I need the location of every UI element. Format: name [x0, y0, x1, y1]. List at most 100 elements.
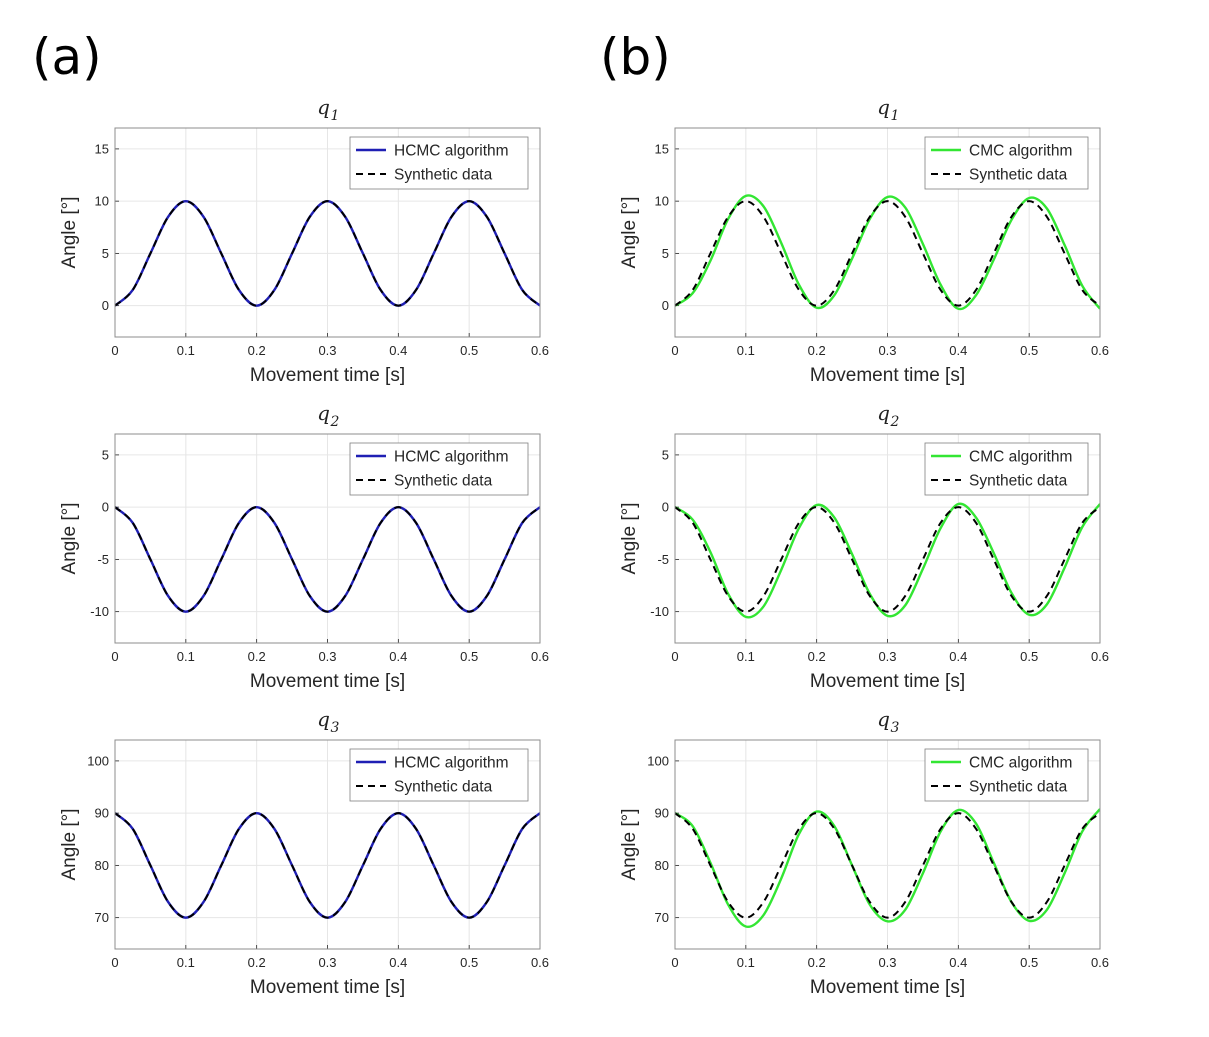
chart-a-q2-axes-box [114, 433, 541, 644]
chart-a-q3-ytick-label-2: 90 [95, 806, 109, 821]
chart-a-q1-xtick-label-0: 0 [111, 343, 118, 358]
chart-b-q1-legend: CMC algorithm Synthetic data [924, 136, 1089, 190]
chart-a-q2-ylabel: Angle [°] [59, 502, 80, 574]
chart-b-q3-ytick-label-3: 100 [647, 753, 669, 768]
chart-b-q3-legend-box [924, 748, 1089, 802]
chart-a-q2-title-subscript: 2 [330, 414, 340, 430]
chart-b-q2: 0 0.1 0.2 0.3 0.4 0.5 0.6 -10 -5 0 5 q 2 Movement tim… [619, 401, 1109, 692]
chart-b-q2-legend: CMC algorithm Synthetic data [924, 442, 1089, 496]
chart-b-q3-xtick-label-5: 0.5 [1020, 955, 1038, 970]
chart-a-q1-axes-box [114, 127, 541, 338]
chart-a-q2-xtick-label-1: 0.1 [177, 649, 195, 664]
chart-b-q3-xtick-label-2: 0.2 [808, 955, 826, 970]
chart-b-q3-ytick-label-0: 70 [655, 910, 669, 925]
chart-a-q1-series-synthetic-data [115, 200, 540, 307]
chart-a-q3-xlabel: Movement time [s] [250, 977, 405, 998]
chart-b-q1-series-cmc-algorithm [675, 194, 1100, 311]
chart-a-q1-ytick-label-3: 15 [95, 141, 109, 156]
chart-b-q1-axes-box [674, 127, 1101, 338]
chart-b-q1-legend-label-cmc-algorithm: CMC algorithm [969, 143, 1072, 160]
chart-a-q3-ytick-label-3: 100 [87, 753, 109, 768]
chart-a-q1-xtick-label-1: 0.1 [177, 343, 195, 358]
chart-a-q2-xtick-label-6: 0.6 [531, 649, 549, 664]
chart-b-q1-xtick-label-0: 0 [671, 343, 678, 358]
chart-b-q2-ytick-label-3: 5 [662, 447, 669, 462]
chart-a-q3-legend-label-synthetic-data: Synthetic data [394, 779, 493, 796]
chart-b-q1-ytick-label-2: 10 [655, 194, 669, 209]
chart-b-q1-ylabel: Angle [°] [619, 196, 640, 268]
chart-a-q1-xtick-label-3: 0.3 [318, 343, 336, 358]
chart-a-q3-ytick-label-1: 80 [95, 858, 109, 873]
chart-a-q2-xtick-label-2: 0.2 [248, 649, 266, 664]
chart-a-q2-ytick-label-3: 5 [102, 447, 109, 462]
chart-b-q3-legend: CMC algorithm Synthetic data [924, 748, 1089, 802]
chart-b-q1-ytick-label-0: 0 [662, 298, 669, 313]
chart-b-q3-xtick-label-1: 0.1 [737, 955, 755, 970]
chart-a-q2-xtick-label-0: 0 [111, 649, 118, 664]
chart-b-q3-title-subscript: 3 [891, 720, 900, 736]
chart-b-q1-xtick-label-5: 0.5 [1020, 343, 1038, 358]
chart-a-q3-xtick-label-0: 0 [111, 955, 118, 970]
chart-b-q1: 0 0.1 0.2 0.3 0.4 0.5 0.6 0 5 10 15 q 1 Movement time… [619, 95, 1109, 386]
chart-a-q2-series-synthetic-data [115, 506, 540, 613]
chart-b-q2-legend-label-cmc-algorithm: CMC algorithm [969, 449, 1072, 466]
chart-b-q2-ytick-label-2: 0 [662, 500, 669, 515]
chart-a-q2: 0 0.1 0.2 0.3 0.4 0.5 0.6 -10 -5 0 5 q 2 Movement tim… [59, 401, 549, 692]
chart-a-q2-legend: HCMC algorithm Synthetic data [349, 442, 529, 496]
chart-b-q1-xlabel: Movement time [s] [810, 365, 965, 386]
chart-b-q1-series-synthetic-data [675, 200, 1100, 307]
chart-b-q1-title: q [877, 95, 890, 119]
chart-a-q3-ytick-label-0: 70 [95, 910, 109, 925]
chart-a-q3-xtick-label-4: 0.4 [389, 955, 407, 970]
chart-b-q1-legend-box [924, 136, 1089, 190]
chart-b-q1-xtick-label-2: 0.2 [808, 343, 826, 358]
chart-a-q1-ytick-label-0: 0 [102, 298, 109, 313]
chart-b-q1-xtick-label-4: 0.4 [949, 343, 967, 358]
chart-a-q1-ytick-label-1: 5 [102, 246, 109, 261]
chart-b-q1-title-subscript: 1 [891, 108, 900, 124]
chart-a-q3-title-subscript: 3 [331, 720, 340, 736]
chart-b-q2-xtick-label-0: 0 [671, 649, 678, 664]
chart-a-q2-xtick-label-3: 0.3 [318, 649, 336, 664]
chart-a-q3-legend-label-hcmc-algorithm: HCMC algorithm [394, 755, 509, 772]
chart-b-q2-ytick-label-0: -10 [650, 604, 669, 619]
chart-b-q2-xtick-label-4: 0.4 [949, 649, 967, 664]
chart-b-q2-xtick-label-1: 0.1 [737, 649, 755, 664]
chart-b-q2-title-subscript: 2 [890, 414, 900, 430]
chart-b-q3-legend-label-synthetic-data: Synthetic data [969, 779, 1068, 796]
chart-b-q3-series-synthetic-data [675, 812, 1100, 919]
chart-a-q3-xtick-label-3: 0.3 [318, 955, 336, 970]
panel-label-a: (a) [32, 28, 102, 86]
chart-b-q3-ytick-label-1: 80 [655, 858, 669, 873]
chart-b-q3-series-cmc-algorithm [675, 808, 1100, 929]
panel-label-b: (b) [600, 28, 671, 86]
chart-a-q1-title-subscript: 1 [331, 108, 340, 124]
chart-a-q2-xtick-label-5: 0.5 [460, 649, 478, 664]
chart-a-q2-ytick-label-2: 0 [102, 500, 109, 515]
chart-a-q3-legend-box [349, 748, 529, 802]
chart-b-q2-legend-label-synthetic-data: Synthetic data [969, 473, 1068, 490]
chart-a-q2-title: q [317, 401, 330, 425]
chart-a-q3-axes-box [114, 739, 541, 950]
chart-b-q2-series-cmc-algorithm [675, 502, 1100, 619]
chart-b-q2-xtick-label-6: 0.6 [1091, 649, 1109, 664]
chart-a-q3-xtick-label-2: 0.2 [248, 955, 266, 970]
chart-a-q1-xtick-label-5: 0.5 [460, 343, 478, 358]
chart-a-q1-legend-box [349, 136, 529, 190]
chart-b-q1-xtick-label-6: 0.6 [1091, 343, 1109, 358]
chart-b-q2-ylabel: Angle [°] [619, 502, 640, 574]
chart-b-q1-xtick-label-1: 0.1 [737, 343, 755, 358]
chart-a-q1-ylabel: Angle [°] [59, 196, 80, 268]
chart-b-q3-legend-label-cmc-algorithm: CMC algorithm [969, 755, 1072, 772]
chart-b-q1-xtick-label-3: 0.3 [878, 343, 896, 358]
chart-a-q2-legend-label-synthetic-data: Synthetic data [394, 473, 493, 490]
chart-a-q1: 0 0.1 0.2 0.3 0.4 0.5 0.6 0 5 10 15 q 1 Movement time… [59, 95, 549, 386]
chart-b-q3-title: q [877, 707, 890, 731]
chart-a-q2-legend-label-hcmc-algorithm: HCMC algorithm [394, 449, 509, 466]
chart-b-q3-xtick-label-4: 0.4 [949, 955, 967, 970]
chart-b-q2-title: q [877, 401, 890, 425]
chart-a-q2-ytick-label-0: -10 [90, 604, 109, 619]
chart-b-q2-xlabel: Movement time [s] [810, 671, 965, 692]
